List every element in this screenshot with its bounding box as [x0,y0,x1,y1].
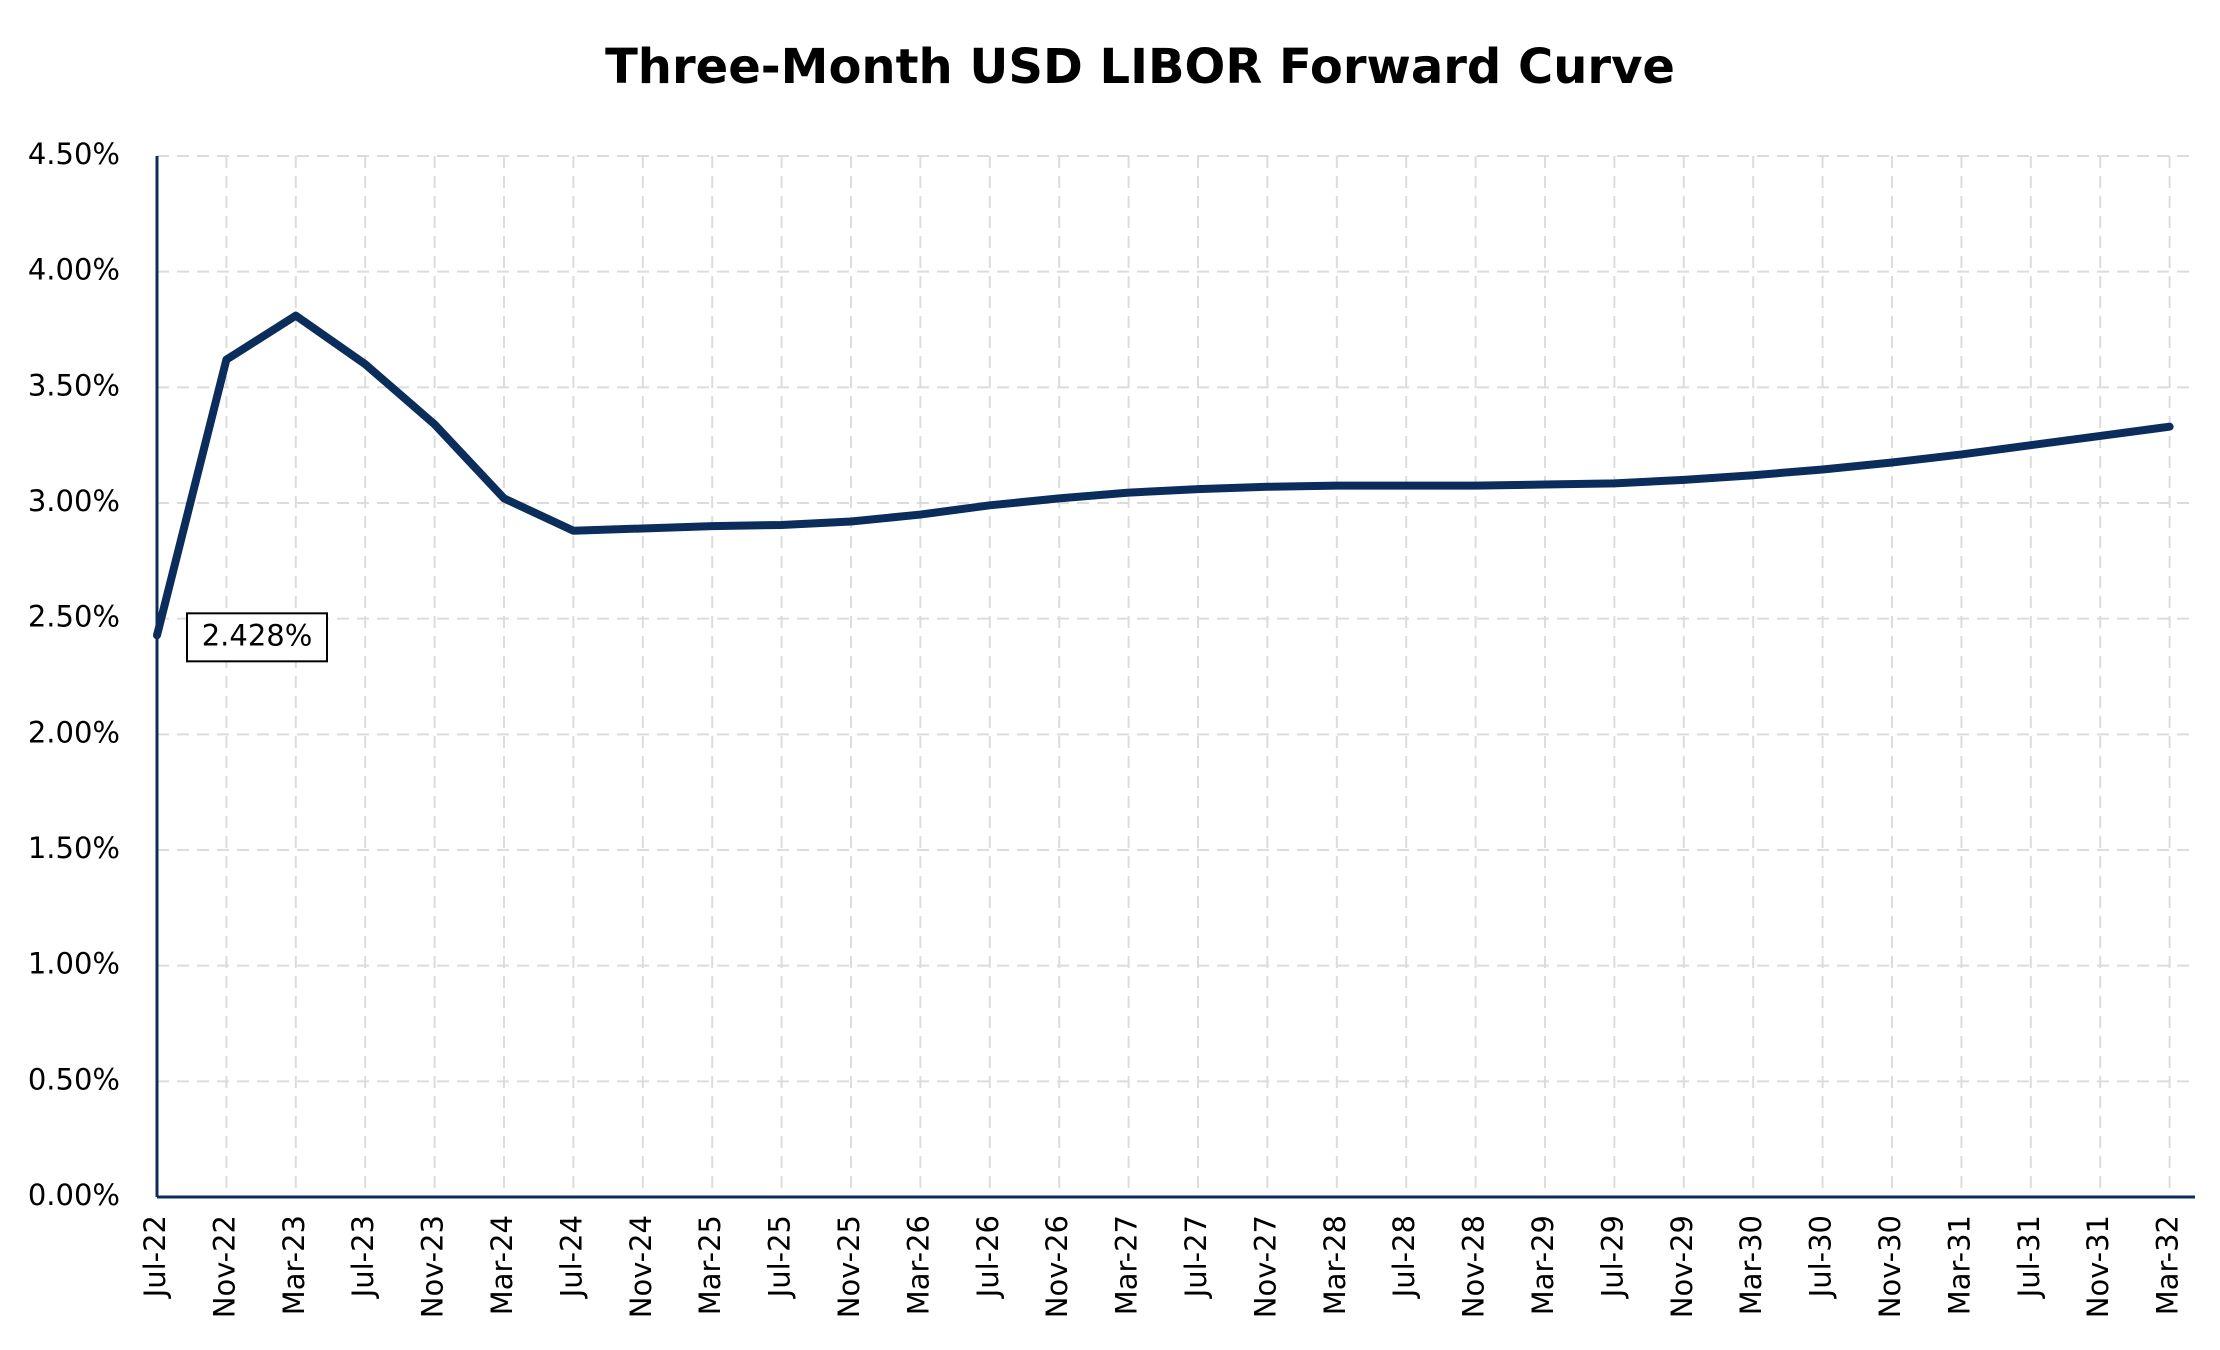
x-tick-label: Mar-31 [1942,1215,1976,1315]
x-tick-label: Jul-30 [1804,1215,1838,1299]
x-tick-label: Jul-31 [2012,1215,2046,1299]
y-tick-label: 3.00% [28,484,120,518]
x-tick-label: Jul-23 [346,1215,380,1299]
x-tick-label: Jul-22 [138,1215,172,1299]
y-tick-label: 4.50% [28,137,120,171]
x-tick-label: Mar-28 [1318,1215,1352,1315]
x-tick-label: Nov-26 [1040,1215,1074,1318]
x-tick-label: Nov-23 [416,1215,450,1318]
x-tick-label: Jul-26 [971,1215,1005,1299]
y-tick-label: 0.00% [28,1178,120,1212]
y-tick-label: 0.50% [28,1062,120,1096]
x-tick-label: Mar-27 [1110,1215,1144,1315]
x-tick-label: Mar-24 [485,1215,519,1315]
y-tick-label: 2.50% [28,600,120,634]
line [153,311,2174,640]
y-tick-label: 4.00% [28,253,120,287]
x-tick-label: Jul-24 [554,1215,588,1299]
x-tick-label: Mar-23 [277,1215,311,1315]
x-tick-label: Jul-27 [1179,1215,1213,1299]
x-tick-label: Mar-29 [1526,1215,1560,1315]
data-label: 2.428% [202,618,313,652]
x-tick-label: Nov-31 [2081,1215,2115,1318]
x-tick-label: Mar-26 [901,1215,935,1315]
x-tick-label: Jul-29 [1595,1215,1629,1299]
x-tick-label: Nov-22 [207,1215,241,1318]
x-tick-label: Mar-25 [693,1215,727,1315]
x-tick-label: Jul-25 [763,1215,797,1299]
x-tick-label: Nov-28 [1457,1215,1491,1318]
x-tick-label: Nov-29 [1665,1215,1699,1318]
x-tick-label: Nov-24 [624,1215,658,1318]
x-tick-label: Jul-28 [1387,1215,1421,1299]
x-tick-label: Nov-27 [1248,1215,1282,1318]
y-tick-label: 2.00% [28,715,120,749]
x-tick-label: Mar-30 [1734,1215,1768,1315]
data-label-box [186,612,328,663]
y-tick-label: 3.50% [28,368,120,402]
x-tick-label: Nov-25 [832,1215,866,1318]
y-tick-label: 1.00% [28,947,120,981]
y-tick-label: 1.50% [28,831,120,865]
chart-title: Three-Month USD LIBOR Forward Curve [605,39,1675,95]
x-tick-label: Nov-30 [1873,1215,1907,1318]
x-tick-label: Mar-32 [2151,1215,2185,1315]
